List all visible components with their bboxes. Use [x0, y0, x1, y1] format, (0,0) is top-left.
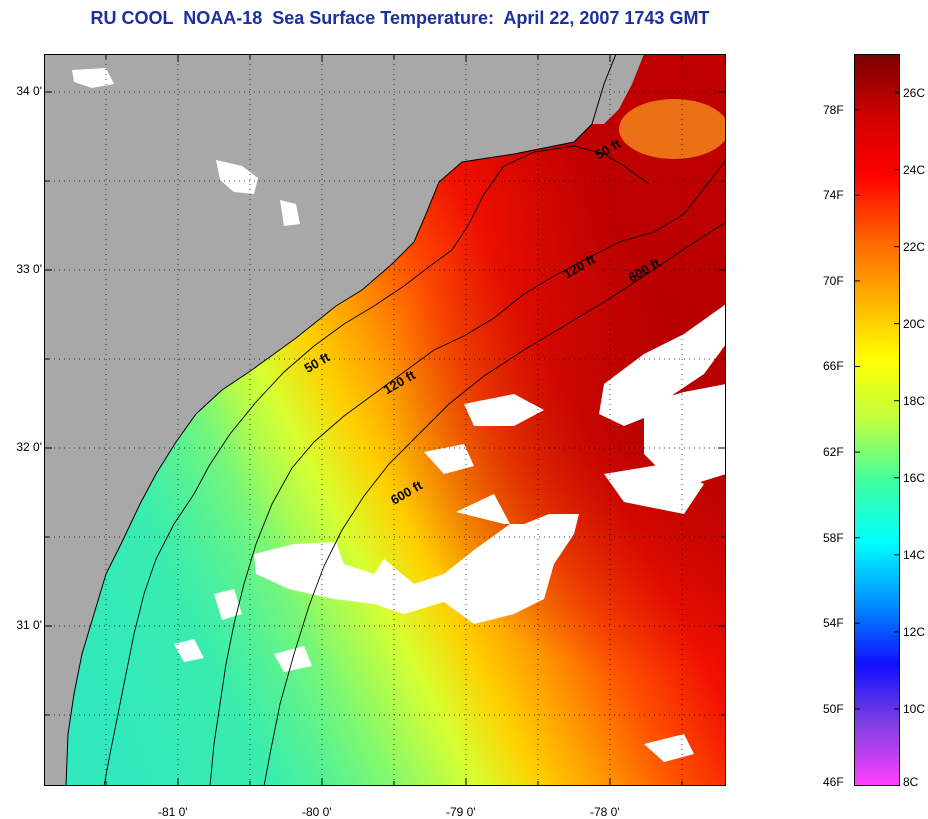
latitude-label: 31 0' [16, 618, 42, 632]
colorbar-label-fahrenheit: 50F [823, 701, 844, 716]
colorbar-label-fahrenheit: 66F [823, 359, 844, 374]
colorbar-label-fahrenheit: 78F [823, 102, 844, 117]
longitude-label: -81 0' [158, 805, 188, 819]
colorbar-ticks [854, 92, 900, 796]
longitude-label: -79 0' [446, 805, 476, 819]
sst-map: 50 ft 120 ft 600 ft 50 ft 120 ft 600 ft [44, 54, 726, 786]
colorbar-label-fahrenheit: 58F [823, 530, 844, 545]
colorbar-label-celsius: 12C [903, 624, 926, 639]
cloud-mask [72, 68, 726, 762]
colorbar-label-fahrenheit: 46F [823, 775, 844, 789]
colorbar-label-fahrenheit: 74F [823, 188, 844, 203]
colorbar-fill [854, 54, 900, 786]
latitude-label: 34 0' [16, 84, 42, 98]
graticule [44, 54, 726, 786]
frame-ticks [44, 54, 726, 786]
latitude-label: 32 0' [16, 440, 42, 454]
colorbar-ramp [854, 54, 900, 796]
colorbar-label-fahrenheit: 62F [823, 445, 844, 460]
colorbar-label-celsius: 18C [903, 393, 926, 408]
latitude-label: 33 0' [16, 262, 42, 276]
contour-50ft [103, 145, 650, 786]
colorbar-label-fahrenheit: 70F [823, 273, 844, 288]
colorbar-label-celsius: 22C [903, 239, 926, 254]
colorbar-label-celsius: 8C [903, 775, 919, 789]
longitude-label: -78 0' [590, 805, 620, 819]
contour-600ft [263, 221, 726, 786]
longitude-label: -80 0' [302, 805, 332, 819]
coastline [65, 54, 617, 786]
map-frame [44, 54, 726, 786]
colorbar-label-celsius: 20C [903, 316, 926, 331]
map-title: RU COOL NOAA-18 Sea Surface Temperature:… [90, 8, 710, 28]
sst-warm-patch-north [619, 99, 726, 159]
land [44, 54, 616, 786]
colorbar [854, 54, 900, 796]
colorbar-label-celsius: 16C [903, 470, 926, 485]
colorbar-label-celsius: 24C [903, 162, 926, 177]
contour-120ft [209, 159, 726, 786]
colorbar-label-celsius: 14C [903, 547, 926, 562]
land-northeast [592, 54, 644, 124]
colorbar-label-fahrenheit: 54F [823, 616, 844, 631]
colorbar-label-celsius: 26C [903, 85, 926, 100]
colorbar-label-celsius: 10C [903, 701, 926, 716]
